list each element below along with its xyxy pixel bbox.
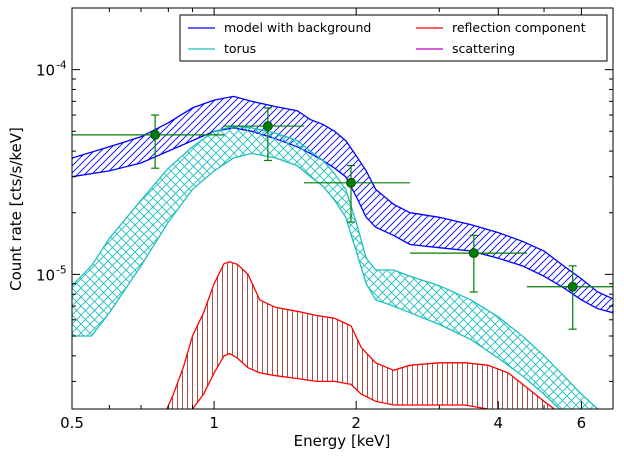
lower-line-torus	[72, 152, 561, 409]
band-reflection-component	[166, 261, 555, 409]
band-model-with-background	[72, 96, 613, 313]
legend-label-scattering: scattering	[452, 41, 515, 56]
x-tick-label: 6	[577, 414, 587, 432]
data-point-marker	[262, 121, 273, 131]
lower-line-reflection-component	[191, 352, 492, 409]
axis-ticks: 0.5 1 2 4 6 10-5 10-4	[36, 7, 613, 432]
data-point-marker	[346, 177, 356, 188]
plot-frame	[71, 7, 614, 410]
series-reflection-component	[166, 261, 556, 409]
legend-label-reflection: reflection component	[452, 20, 586, 35]
data-point-1	[72, 114, 225, 169]
x-axis-label: Energy [keV]	[294, 432, 391, 450]
legend-label-model: model with background	[224, 20, 371, 35]
y-tick-label: 10-5	[36, 264, 67, 284]
upper-line-reflection-component	[166, 261, 556, 409]
legend: model with background reflection compone…	[179, 14, 608, 62]
data-points-layer	[72, 107, 613, 330]
x-tick-label: 4	[494, 414, 504, 432]
upper-line-torus	[72, 125, 600, 409]
data-point-marker	[150, 129, 161, 140]
data-point-5	[526, 265, 613, 330]
y-tick-label: 10-4	[36, 60, 67, 80]
x-tick-label: 0.5	[60, 414, 84, 432]
data-point-marker	[567, 281, 578, 292]
legend-box	[179, 14, 608, 62]
upper-line-model-with-background	[72, 95, 613, 300]
x-tick-label: 1	[209, 414, 219, 432]
data-point-marker	[468, 248, 479, 259]
data-point-2	[224, 107, 304, 162]
data-point-4	[409, 234, 527, 293]
legend-label-torus: torus	[224, 41, 256, 56]
data-point-3	[303, 164, 410, 223]
x-tick-label: 2	[351, 414, 361, 432]
y-axis-label: Count rate [cts/s/keV]	[7, 127, 25, 291]
